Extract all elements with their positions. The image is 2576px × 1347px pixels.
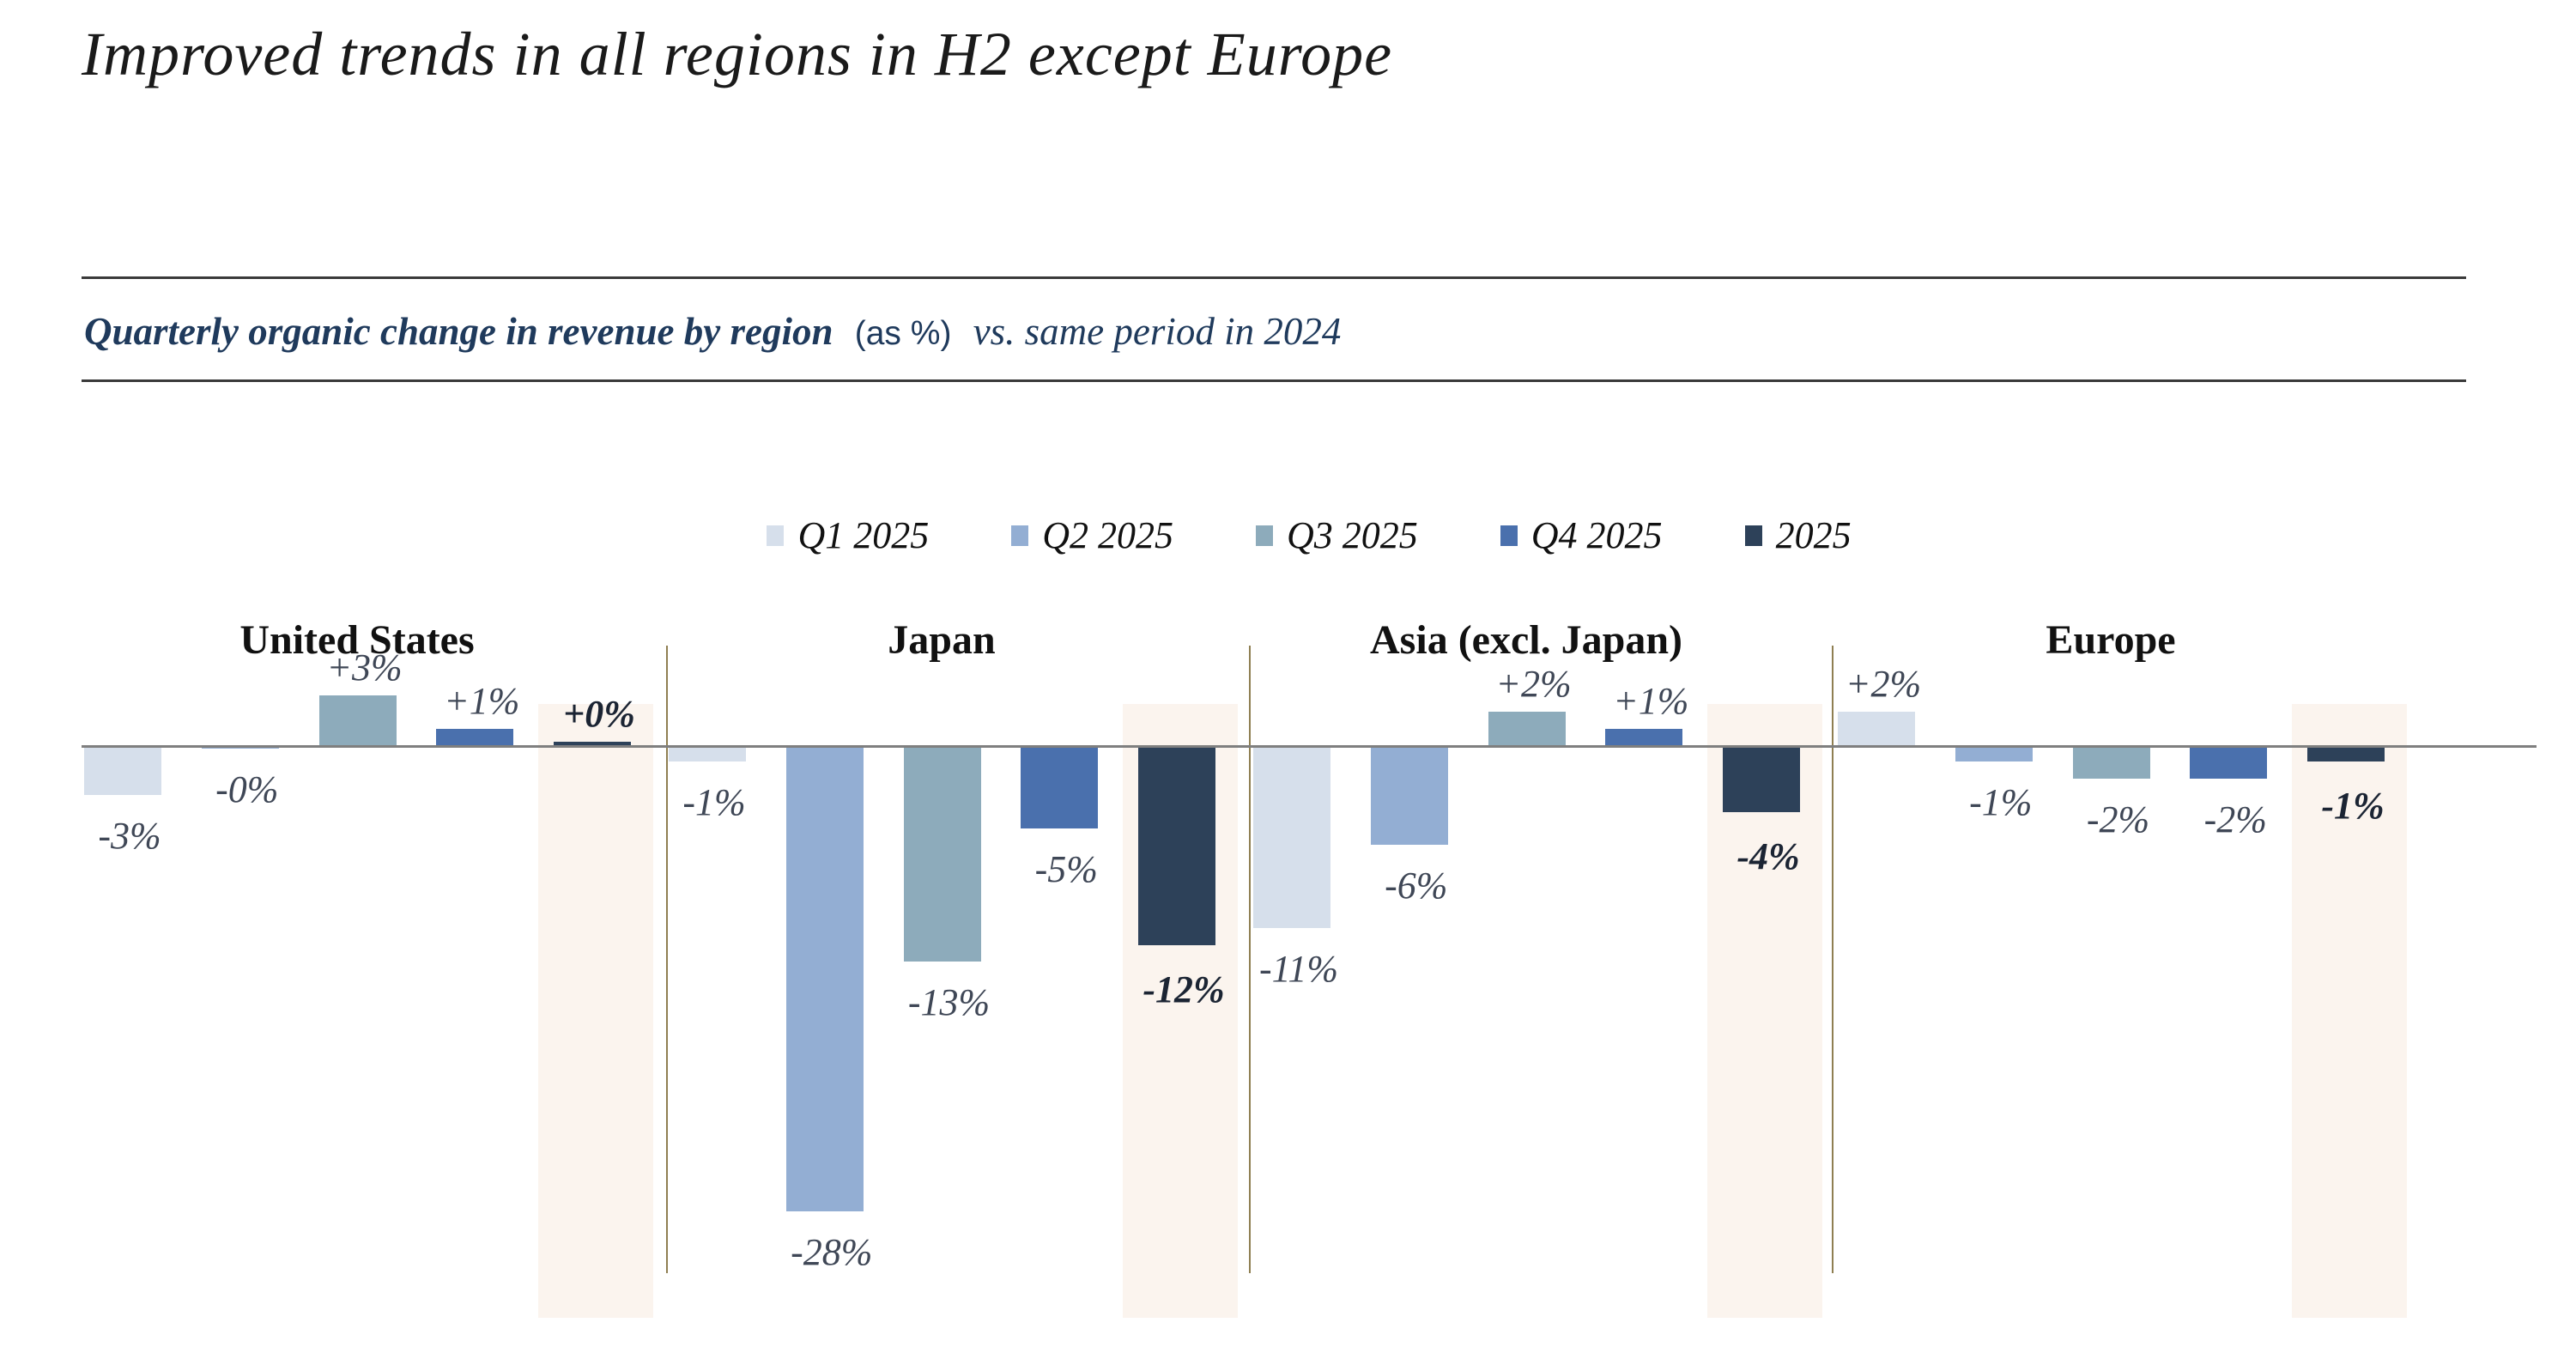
bar-asia-excl-japan-q4-2025: [1605, 728, 1683, 745]
bar-value-label-united-states-2025: +0%: [563, 693, 635, 735]
region-title-united-states: United States: [239, 617, 475, 663]
region-separator-1: [666, 646, 668, 1273]
bar-value-label-europe-q4-2025: -2%: [2203, 798, 2267, 840]
chart-subtitle-main: Quarterly organic change in revenue by r…: [84, 310, 833, 353]
bar-value-label-europe-q3-2025: -2%: [2086, 798, 2150, 840]
bar-value-label-united-states-q1-2025: -3%: [98, 815, 161, 858]
legend-label: Q1 2025: [797, 514, 930, 556]
bar-japan-q4-2025: [1021, 745, 1099, 828]
chart-subtitle: Quarterly organic change in revenue by r…: [84, 309, 1341, 354]
bar-japan-q3-2025: [903, 745, 981, 962]
bar-europe-q3-2025: [2072, 745, 2150, 779]
legend-item-q4-2025: Q4 2025: [1500, 513, 1663, 557]
region-title-europe: Europe: [2046, 617, 2176, 663]
bar-value-label-japan-q1-2025: -1%: [682, 781, 746, 824]
legend-swatch-2025: [1744, 525, 1762, 546]
region-separator-2: [1249, 646, 1251, 1273]
bar-value-label-japan-2025: -12%: [1143, 968, 1225, 1010]
chart-legend: Q1 2025 Q2 2025 Q3 2025 Q4 2025 2025: [82, 513, 2537, 557]
legend-label: Q2 2025: [1042, 514, 1173, 556]
bar-value-label-japan-q3-2025: -13%: [907, 981, 991, 1024]
legend-swatch-q2-2025: [1011, 525, 1029, 546]
chart-subtitle-unit: (as %): [854, 315, 952, 352]
bar-japan-q1-2025: [669, 745, 746, 762]
bar-asia-excl-japan-q3-2025: [1488, 712, 1566, 745]
legend-swatch-q1-2025: [767, 525, 785, 546]
region-separator-3: [1832, 646, 1834, 1273]
page-title: Improved trends in all regions in H2 exc…: [82, 20, 1393, 88]
bar-japan-q2-2025: [785, 745, 864, 1212]
horizontal-rule-bottom: [82, 379, 2466, 382]
legend-label: Q4 2025: [1530, 514, 1663, 556]
bar-value-label-europe-q1-2025: +2%: [1845, 663, 1922, 706]
bar-united-states-q1-2025: [84, 745, 161, 796]
bar-asia-excl-japan-q1-2025: [1253, 745, 1330, 929]
bar-value-label-europe-2025: -1%: [2321, 785, 2385, 828]
bar-asia-excl-japan-2025: [1723, 745, 1800, 812]
legend-swatch-q4-2025: [1500, 525, 1518, 546]
bar-europe-2025: [2307, 745, 2385, 762]
region-title-japan: Japan: [888, 617, 996, 663]
bar-united-states-q4-2025: [436, 728, 514, 745]
zero-axis-line: [82, 745, 2537, 748]
bar-value-label-united-states-q3-2025: +3%: [326, 646, 403, 689]
legend-label: Q3 2025: [1287, 514, 1418, 556]
bar-asia-excl-japan-q2-2025: [1370, 745, 1448, 846]
legend-swatch-q3-2025: [1256, 525, 1273, 546]
legend-label: 2025: [1775, 514, 1852, 556]
summary-band-europe: [2292, 704, 2407, 1318]
bar-value-label-asia-excl-japan-2025: -4%: [1737, 834, 1800, 877]
bar-europe-q2-2025: [1955, 745, 2033, 762]
bar-value-label-united-states-q4-2025: +1%: [444, 679, 520, 722]
bar-united-states-2025: [554, 742, 631, 745]
legend-item-q3-2025: Q3 2025: [1256, 513, 1418, 557]
bar-value-label-united-states-q2-2025: -0%: [215, 768, 279, 810]
bar-united-states-q3-2025: [318, 695, 397, 745]
bar-europe-q4-2025: [2190, 745, 2268, 779]
legend-item-2025: 2025: [1744, 513, 1852, 557]
horizontal-rule-top: [82, 276, 2466, 279]
chart-subtitle-comparison: vs. same period in 2024: [973, 310, 1342, 353]
bar-value-label-europe-q2-2025: -1%: [1969, 781, 2033, 824]
region-title-asia-excl-japan: Asia (excl. Japan): [1370, 617, 1682, 663]
bar-value-label-asia-excl-japan-q4-2025: +1%: [1613, 679, 1689, 722]
bar-value-label-asia-excl-japan-q3-2025: +2%: [1495, 663, 1572, 706]
bar-value-label-asia-excl-japan-q2-2025: -6%: [1385, 865, 1448, 907]
bar-value-label-japan-q4-2025: -5%: [1034, 848, 1098, 890]
legend-item-q1-2025: Q1 2025: [767, 513, 929, 557]
bar-europe-q1-2025: [1838, 712, 1915, 745]
bar-value-label-asia-excl-japan-q1-2025: -11%: [1258, 948, 1339, 991]
legend-item-q2-2025: Q2 2025: [1011, 513, 1173, 557]
bar-japan-2025: [1138, 745, 1215, 945]
bar-value-label-japan-q2-2025: -28%: [791, 1231, 873, 1274]
summary-band-united-states: [538, 704, 653, 1318]
